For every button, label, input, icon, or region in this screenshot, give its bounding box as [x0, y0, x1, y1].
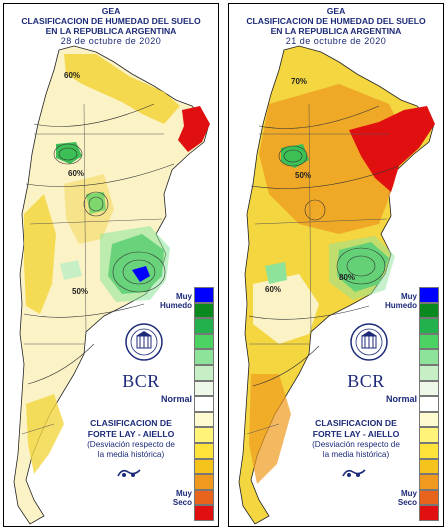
- legend-label-very-dry: Muy Seco: [397, 489, 417, 507]
- legend-swatch: [419, 396, 439, 412]
- legend-swatch: [194, 333, 214, 350]
- title-line-2: EN LA REPUBLICA ARGENTINA: [45, 26, 177, 36]
- bcr-seal-icon: [125, 323, 163, 361]
- legend-swatch: [194, 505, 214, 521]
- cream-zone: [253, 274, 319, 344]
- province-boundaries: [246, 103, 389, 435]
- legend-label-normal: Normal: [385, 394, 417, 404]
- legend-swatch: [419, 287, 439, 303]
- legend-swatch: [419, 302, 439, 319]
- dry-zone-south: [249, 374, 291, 484]
- legend-swatch: [194, 318, 214, 334]
- legend-swatch: [194, 364, 214, 381]
- legend-swatch: [419, 489, 439, 506]
- classification-note: CLASIFICACION DE FORTE LAY - AIELLO (Des…: [87, 418, 175, 459]
- contour-label: 60%: [265, 285, 281, 294]
- contour-label: 60%: [64, 71, 80, 80]
- argentina-map: 70% 50% 60% 80%: [238, 45, 435, 525]
- legend-swatch: [419, 380, 439, 397]
- legend-swatch: [194, 474, 214, 490]
- dry-zone-orange: [259, 84, 404, 234]
- legend-swatch: [194, 349, 214, 365]
- legend-swatch: [419, 411, 439, 428]
- legend-swatch: [194, 396, 214, 412]
- contour-label: 60%: [68, 169, 84, 178]
- wet-zone-southwest: [60, 260, 82, 280]
- legend-swatch: [419, 364, 439, 381]
- legend-swatch: [419, 442, 439, 459]
- contour-label: 80%: [339, 273, 355, 282]
- legend-swatch: [419, 318, 439, 334]
- panel-header: GEA CLASIFICACION DE HUMEDAD DEL SUELO E…: [4, 6, 218, 46]
- wet-zone-west: [265, 262, 287, 284]
- dry-zone-south: [26, 394, 64, 474]
- province-boundaries: [21, 103, 164, 435]
- legend-swatch: [194, 287, 214, 303]
- gea-logo-icon: [117, 469, 141, 477]
- contour-label: 50%: [72, 287, 88, 296]
- contour-label: 70%: [291, 77, 307, 86]
- legend-label-normal: Normal: [160, 394, 192, 404]
- very-dry-zone: [349, 106, 435, 192]
- wet-zone-light: [100, 226, 170, 302]
- map-date: 21 de octubre de 2020: [285, 36, 387, 46]
- dry-zone-north: [64, 54, 180, 124]
- gea-logo-icon: [342, 469, 366, 477]
- legend-swatch: [419, 505, 439, 521]
- legend-swatch: [419, 349, 439, 365]
- legend-label-very-dry: Muy Seco: [172, 489, 192, 507]
- very-dry-zone: [178, 106, 210, 152]
- org-label: GEA: [326, 6, 346, 16]
- panel-header: GEA CLASIFICACION DE HUMEDAD DEL SUELO E…: [229, 6, 443, 46]
- legend-swatch: [194, 411, 214, 428]
- title-line-1: CLASIFICACION DE HUMEDAD DEL SUELO: [21, 16, 201, 26]
- legend-swatch: [194, 380, 214, 397]
- soil-moisture-map-panel-right: GEA CLASIFICACION DE HUMEDAD DEL SUELO E…: [228, 3, 444, 527]
- classification-note: CLASIFICACION DE FORTE LAY - AIELLO (Des…: [312, 418, 400, 459]
- map-date: 28 de octubre de 2020: [60, 36, 162, 46]
- legend-swatch: [194, 442, 214, 459]
- argentina-map: 60% 60% 50%: [13, 45, 210, 525]
- legend-swatch: [419, 474, 439, 490]
- wet-zone-north: [281, 144, 309, 168]
- org-label: GEA: [101, 6, 121, 16]
- legend-label-very-wet: Muy Humedo: [160, 292, 192, 310]
- legend-color-scale: [419, 287, 439, 521]
- title-line-2: EN LA REPUBLICA ARGENTINA: [270, 26, 402, 36]
- bcr-seal-icon: [350, 323, 388, 361]
- bcr-logo-text: BCR: [122, 371, 160, 391]
- legend-swatch: [194, 489, 214, 506]
- contour-label: 50%: [295, 171, 311, 180]
- legend-color-scale: [194, 287, 214, 521]
- legend-swatch: [419, 427, 439, 443]
- contour-lines: [248, 105, 400, 387]
- title-line-1: CLASIFICACION DE HUMEDAD DEL SUELO: [246, 16, 426, 26]
- soil-moisture-map-panel-left: GEA CLASIFICACION DE HUMEDAD DEL SUELO E…: [3, 3, 219, 527]
- bcr-logo-text: BCR: [347, 371, 385, 391]
- contour-lines: [23, 103, 175, 385]
- very-wet-patch: [132, 266, 150, 282]
- legend-swatch: [419, 333, 439, 350]
- legend-label-very-wet: Muy Humedo: [385, 292, 417, 310]
- legend-swatch: [194, 427, 214, 443]
- legend-swatch: [419, 458, 439, 475]
- legend-swatch: [194, 302, 214, 319]
- legend-swatch: [194, 458, 214, 475]
